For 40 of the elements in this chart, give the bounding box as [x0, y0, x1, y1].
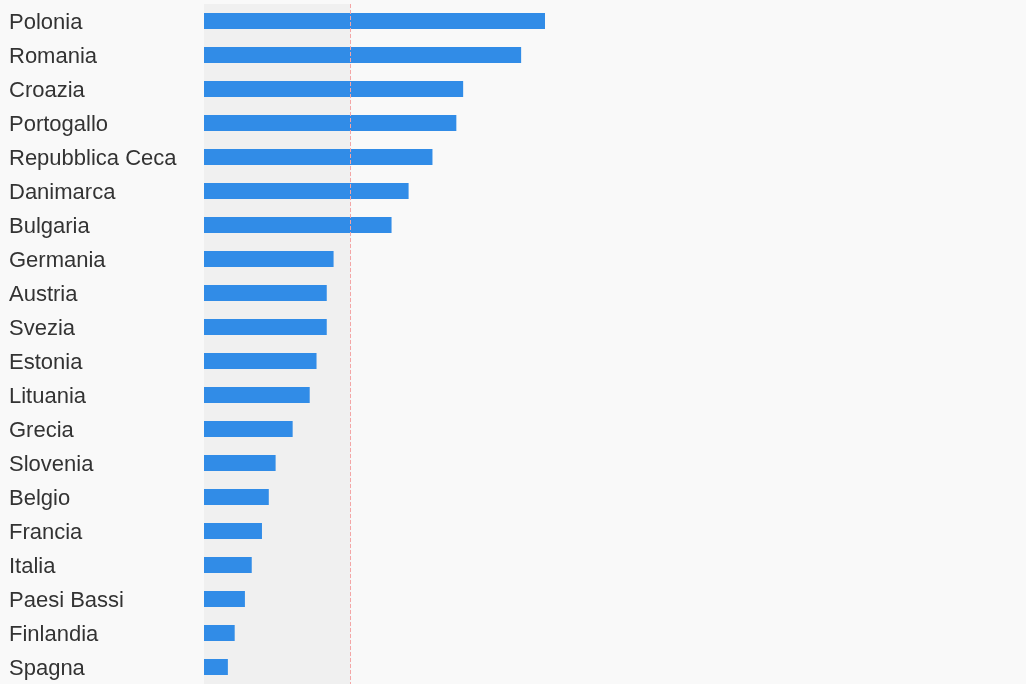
y-tick-label: Grecia	[9, 416, 75, 442]
bar	[204, 47, 522, 63]
bar	[204, 183, 409, 199]
bar	[204, 81, 464, 97]
bar	[204, 285, 327, 301]
y-tick-label: Polonia	[9, 8, 84, 34]
y-tick-label: Portogallo	[9, 110, 109, 136]
y-tick-label: Paesi Bassi	[9, 586, 124, 612]
bar	[204, 455, 276, 471]
y-tick-label: Bulgaria	[9, 212, 91, 238]
y-tick-label: Italia	[9, 552, 57, 578]
bar	[204, 149, 433, 165]
bar	[204, 659, 228, 675]
bar	[204, 217, 392, 233]
y-tick-label: Germania	[9, 246, 107, 272]
y-tick-label: Belgio	[9, 484, 71, 510]
bar	[204, 523, 262, 539]
bar	[204, 625, 235, 641]
bar	[204, 353, 317, 369]
y-tick-label: Svezia	[9, 314, 76, 340]
y-tick-label: Spagna	[9, 654, 86, 680]
y-tick-label: Slovenia	[9, 450, 95, 476]
bar	[204, 387, 310, 403]
bar	[204, 13, 545, 29]
y-tick-label: Estonia	[9, 348, 84, 374]
y-tick-label: Croazia	[9, 76, 86, 102]
y-tick-label: Austria	[9, 280, 79, 306]
y-tick-label: Danimarca	[9, 178, 117, 204]
y-tick-label: Repubblica Ceca	[9, 144, 178, 170]
bar	[204, 115, 457, 131]
bar	[204, 557, 252, 573]
bar	[204, 591, 245, 607]
bar	[204, 319, 327, 335]
y-tick-label: Finlandia	[9, 620, 100, 646]
y-tick-label: Lituania	[9, 382, 87, 408]
y-tick-label: Francia	[9, 518, 84, 544]
bar	[204, 489, 269, 505]
y-tick-label: Romania	[9, 42, 98, 68]
bar	[204, 421, 293, 437]
bar	[204, 251, 334, 267]
